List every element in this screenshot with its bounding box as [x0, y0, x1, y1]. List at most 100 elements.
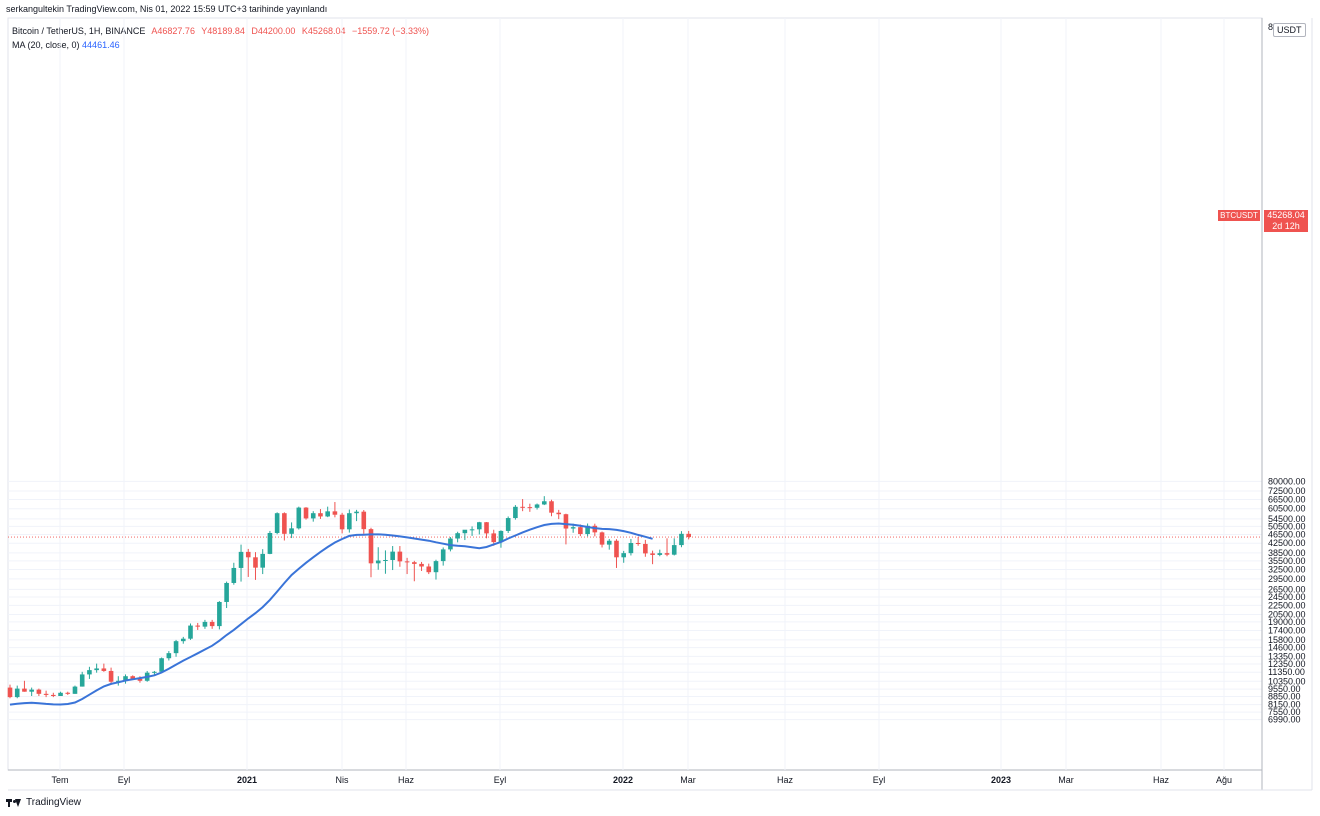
candle-body [65, 692, 71, 694]
candle-body [173, 641, 179, 654]
legend-symbol: Bitcoin / TetherUS, 1H, BINANCE [12, 26, 146, 36]
candle-body [137, 678, 143, 681]
y-tick-label: 17400.00 [1268, 625, 1306, 635]
candle-body [448, 538, 453, 550]
candle-body [635, 543, 641, 545]
candle-body [14, 688, 20, 698]
candle-body [383, 559, 388, 561]
y-tick-label: 14600.00 [1268, 643, 1306, 653]
legend-symbol-row[interactable]: Bitcoin / TetherUS, 1H, BINANCE A46827.7… [12, 24, 433, 38]
candle-body [462, 529, 468, 534]
y-tick-label: 26500.00 [1268, 584, 1306, 594]
candle-body [7, 687, 13, 698]
candle-body [686, 533, 691, 538]
candle-body [556, 512, 562, 515]
candle-body [51, 694, 56, 697]
candle-body [159, 658, 164, 672]
y-tick-label: 66500.00 [1268, 494, 1306, 504]
legend-change: −1559.72 (−3.33%) [351, 26, 430, 36]
legend-low: D44200.00 [251, 26, 296, 36]
candle-body [585, 525, 590, 535]
y-tick-label: 19000.00 [1268, 617, 1306, 627]
candle-body [310, 513, 316, 519]
candle-body [563, 514, 569, 529]
candle-body [440, 549, 446, 562]
y-tick-label: 6990.00 [1268, 715, 1301, 725]
candle-body [339, 514, 345, 530]
y-tick-label: 20500.00 [1268, 609, 1306, 619]
candle-body [94, 668, 99, 671]
y-tick-label: 29500.00 [1268, 574, 1306, 584]
candle-body [108, 670, 114, 682]
x-tick-label: 2022 [613, 775, 633, 785]
last-price-badge: 45268.04 2d 12h [1264, 210, 1308, 232]
x-tick-label: Eyl [873, 775, 886, 785]
y-tick-label: 50500.00 [1268, 521, 1306, 531]
candle-body [484, 522, 489, 534]
y-tick-label: 12350.00 [1268, 659, 1306, 669]
x-tick-label: Haz [1153, 775, 1170, 785]
x-tick-label: Ağu [1216, 775, 1232, 785]
symbol-badge: BTCUSDT [1218, 210, 1260, 221]
x-tick-label: 2021 [237, 775, 257, 785]
candle-body [650, 553, 655, 555]
plot-frame [7, 17, 1263, 771]
candle-body [245, 551, 251, 558]
candle-body [303, 507, 309, 519]
candle-body [87, 670, 92, 675]
candle-body [404, 561, 410, 563]
footer-brand: TradingView [26, 797, 82, 808]
y-tick-label: 8150.00 [1268, 700, 1301, 710]
y-tick-label: 32500.00 [1268, 564, 1306, 574]
x-tick-label: Haz [777, 775, 794, 785]
candle-body [375, 560, 381, 564]
candle-body [318, 513, 323, 517]
candle-body [570, 527, 576, 529]
candle-body [152, 671, 157, 673]
ma-line [9, 522, 653, 706]
x-tick-label: Eyl [494, 775, 507, 785]
candle-body [657, 553, 663, 555]
candle-body [79, 674, 85, 687]
legend-ma-label: MA (20, close, 0) [12, 40, 80, 50]
candle-body [58, 692, 63, 697]
candle-body [578, 527, 583, 535]
author-line: serkangultekin TradingView.com, Nis 01, … [6, 4, 328, 14]
candle-body [390, 551, 395, 560]
candle-body [267, 532, 273, 554]
candle-body [289, 528, 294, 534]
candle-body [130, 676, 136, 679]
candle-body [643, 543, 648, 554]
y-tick-label: 60500.00 [1268, 504, 1306, 514]
candle-body [231, 567, 237, 583]
candle-body [238, 551, 244, 568]
candle-body [498, 530, 504, 543]
candle-body [419, 563, 424, 567]
legend-ma-value: 44461.46 [82, 40, 120, 50]
y-tick-label: 22500.00 [1268, 600, 1306, 610]
countdown: 2d 12h [1272, 221, 1300, 231]
candle-body [505, 518, 511, 531]
candle-body [101, 668, 107, 671]
legend-close: K45268.04 [301, 26, 346, 36]
y-tick-label: 10350.00 [1268, 676, 1306, 686]
candle-body [180, 638, 186, 642]
candle-body [679, 533, 684, 546]
footer[interactable]: TradingView [6, 797, 81, 808]
candle-body [209, 621, 215, 627]
legend-ma-row[interactable]: MA (20, close, 0) 44461.46 [12, 38, 433, 52]
x-tick-label: Tem [51, 775, 68, 785]
candle-body [325, 511, 330, 517]
candle-body [455, 533, 460, 539]
candle-body [469, 529, 475, 531]
y-tick-label: 72500.00 [1268, 486, 1306, 496]
legend-open: A46827.76 [151, 26, 195, 36]
candle-body [202, 621, 208, 627]
candle-body [527, 507, 533, 509]
candle-body [36, 689, 42, 694]
currency-button[interactable]: USDT [1273, 23, 1306, 37]
candle-body [541, 501, 547, 505]
candle-body [368, 529, 374, 564]
candle-body [332, 511, 338, 515]
